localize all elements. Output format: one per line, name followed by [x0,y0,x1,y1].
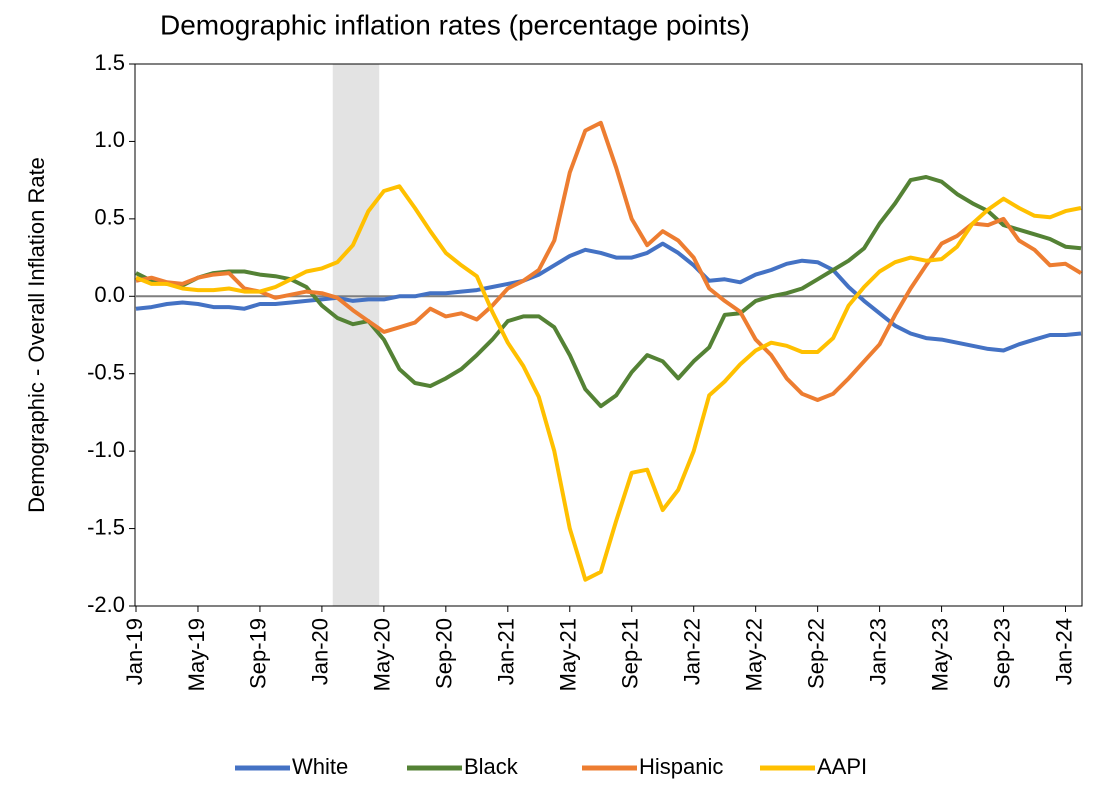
shaded-period [332,64,380,606]
series-line [135,184,1082,582]
x-tick-label: Sep-23 [989,618,1014,689]
series-line [135,241,1082,353]
legend-label: Hispanic [639,754,723,779]
x-tick-label: May-20 [370,618,395,691]
y-tick-label: -1.5 [87,514,125,539]
x-tick-label: Sep-20 [432,618,457,689]
x-tick-label: May-19 [184,618,209,691]
series-line [135,120,1083,402]
y-tick-label: 1.0 [94,127,125,152]
y-tick-label: 1.5 [94,50,125,75]
legend-label: Black [464,754,519,779]
x-tick-label: Jan-19 [122,618,147,685]
series-line [135,175,1082,409]
legend-label: AAPI [817,754,867,779]
y-tick-label: -0.5 [87,360,125,385]
x-tick-label: May-21 [556,618,581,691]
y-tick-label: 0.0 [94,282,125,307]
x-tick-label: Jan-22 [680,618,705,685]
x-tick-label: Sep-21 [618,618,643,689]
plot-frame [134,63,1083,607]
x-tick-label: May-23 [927,618,952,691]
x-tick-label: Jan-20 [308,618,333,685]
y-tick-label: -2.0 [87,592,125,617]
x-tick-label: Jan-24 [1051,618,1076,685]
x-tick-label: Sep-19 [246,618,271,689]
x-tick-label: Sep-22 [803,618,828,689]
y-axis-label: Demographic - Overall Inflation Rate [24,157,49,513]
x-tick-label: Jan-23 [865,618,890,685]
chart-title: Demographic inflation rates (percentage … [160,9,750,40]
legend-label: White [292,754,348,779]
y-tick-label: 0.5 [94,205,125,230]
x-tick-label: May-22 [741,618,766,691]
x-tick-label: Jan-21 [494,618,519,685]
y-tick-label: -1.0 [87,437,125,462]
